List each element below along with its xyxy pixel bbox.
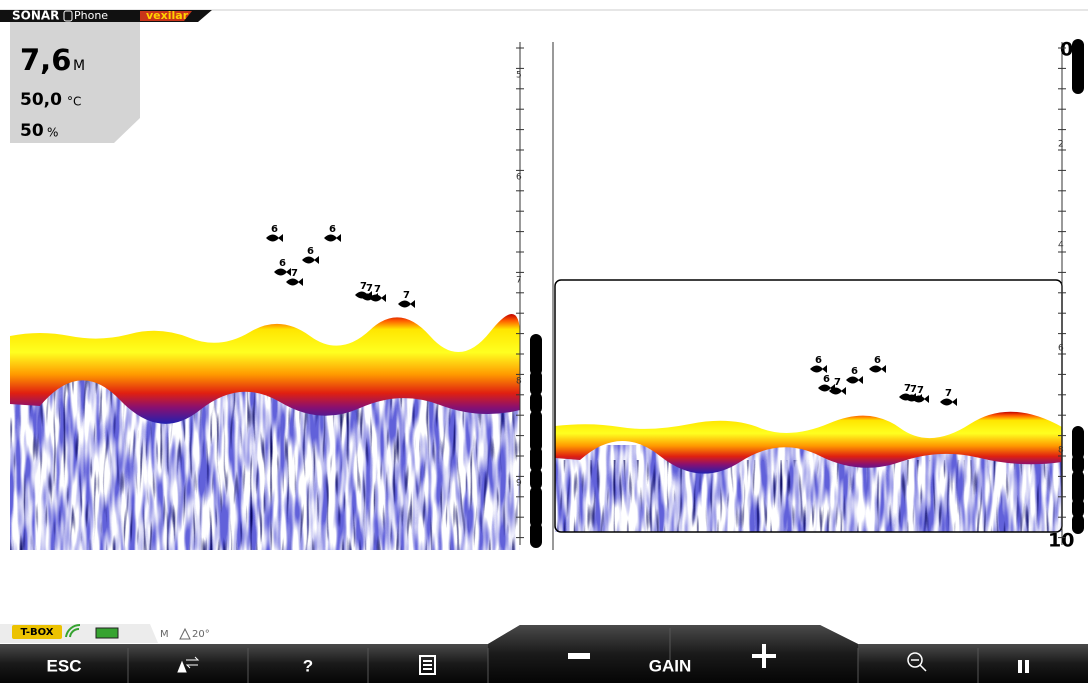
fish-depth: 6 [271,224,278,235]
battery: 50 [20,121,44,141]
help-label[interactable]: ? [303,656,313,675]
menu-lines[interactable] [423,660,432,670]
fish-depth: 6 [329,224,336,235]
temperature: 50,0 [20,90,62,110]
menu-icon[interactable] [419,655,436,675]
fish-icon [810,365,827,373]
fish-icon [846,376,863,384]
beam-icon [179,627,191,640]
fish-depth: 7 [291,268,298,279]
fish-depth: 6 [307,246,314,257]
fish-icon [818,384,835,392]
beam: 20° [192,629,210,640]
fish-depth: 7 [917,385,924,396]
status-bg [0,624,158,643]
bottom-echo [10,313,520,424]
fish-icon [398,300,415,308]
zoom-scale-label: 8 [1058,446,1064,456]
zoom-top-label: 0 [1060,39,1073,61]
fish-depth: 7 [910,384,917,395]
menu-button[interactable] [419,655,436,675]
tbox-badge [12,625,62,639]
fish-depth: 6 [851,366,858,377]
scale-label: 6 [516,173,522,183]
scale-label: 9 [516,479,522,489]
help-button[interactable]: ? [303,656,313,675]
separators [127,628,979,683]
sensor-button[interactable] [177,656,200,673]
readout-panel [10,22,140,143]
unit: M [160,629,169,640]
zoom-out-button[interactable] [907,652,927,672]
depth: 7,6 [20,43,71,77]
fish-depth: 6 [815,355,822,366]
esc-button[interactable]: ESC [47,656,82,675]
depth-unit: M [73,58,85,74]
fish-icon [829,387,846,395]
fish-icon [912,395,929,403]
fish-icon [274,268,291,276]
brand: SONAR [12,9,59,23]
sensor-icon[interactable] [177,660,187,673]
fish-icon [361,293,378,301]
scale-label: 7 [516,276,522,286]
sonar-noise-dark [10,380,520,550]
battery-unit: % [47,126,58,140]
fish-depth: 7 [834,377,841,388]
fish-icon [302,256,319,264]
gain-plus[interactable] [752,644,776,668]
pause-button[interactable] [1018,660,1029,673]
tbox: T-BOX [21,627,54,638]
fish-depth: 7 [904,383,911,394]
fish-depth: 7 [945,388,952,399]
fish-depth: 6 [874,355,881,366]
zoom-bottom-label: 10 [1048,530,1074,552]
zoom-scale-label: 2 [1058,140,1064,150]
fish-icon [266,234,283,242]
zoom-bottom-echo [555,411,1062,474]
fish-icon [940,398,957,406]
fish-depth: 7 [403,290,410,301]
brand-suffix: Phone [74,9,108,22]
phone-icon [63,10,73,22]
gain-label: GAIN [649,656,692,675]
zoom-out-icon[interactable] [907,652,923,668]
fish-icon [324,234,341,242]
zoom-out-lines[interactable] [911,659,927,672]
fish-icon [369,294,386,302]
sensor-arrows[interactable] [185,656,200,669]
fish-depth: 7 [360,281,367,292]
fish-depth: 6 [279,258,286,269]
temperature-unit: °C [67,95,81,109]
fish-depth: 7 [366,283,373,294]
battery-icon [95,627,119,639]
scale-label: 5 [516,71,522,81]
scale-label: 8 [516,377,522,387]
signal-icon [65,623,81,638]
zoom-noise-dark [555,460,1062,532]
esc-label[interactable]: ESC [47,656,82,675]
gain-panel-front [488,625,858,683]
fish-icon [286,278,303,286]
fish-depth: 7 [374,284,381,295]
maker: vexilar [146,9,189,22]
gain-minus[interactable] [568,653,590,659]
maker-badge [140,11,192,21]
zoom-scale-label: 4 [1058,241,1064,251]
fish-depth: 6 [823,374,830,385]
zoom-scale-label: 6 [1058,344,1064,354]
fish-icon [869,365,886,373]
